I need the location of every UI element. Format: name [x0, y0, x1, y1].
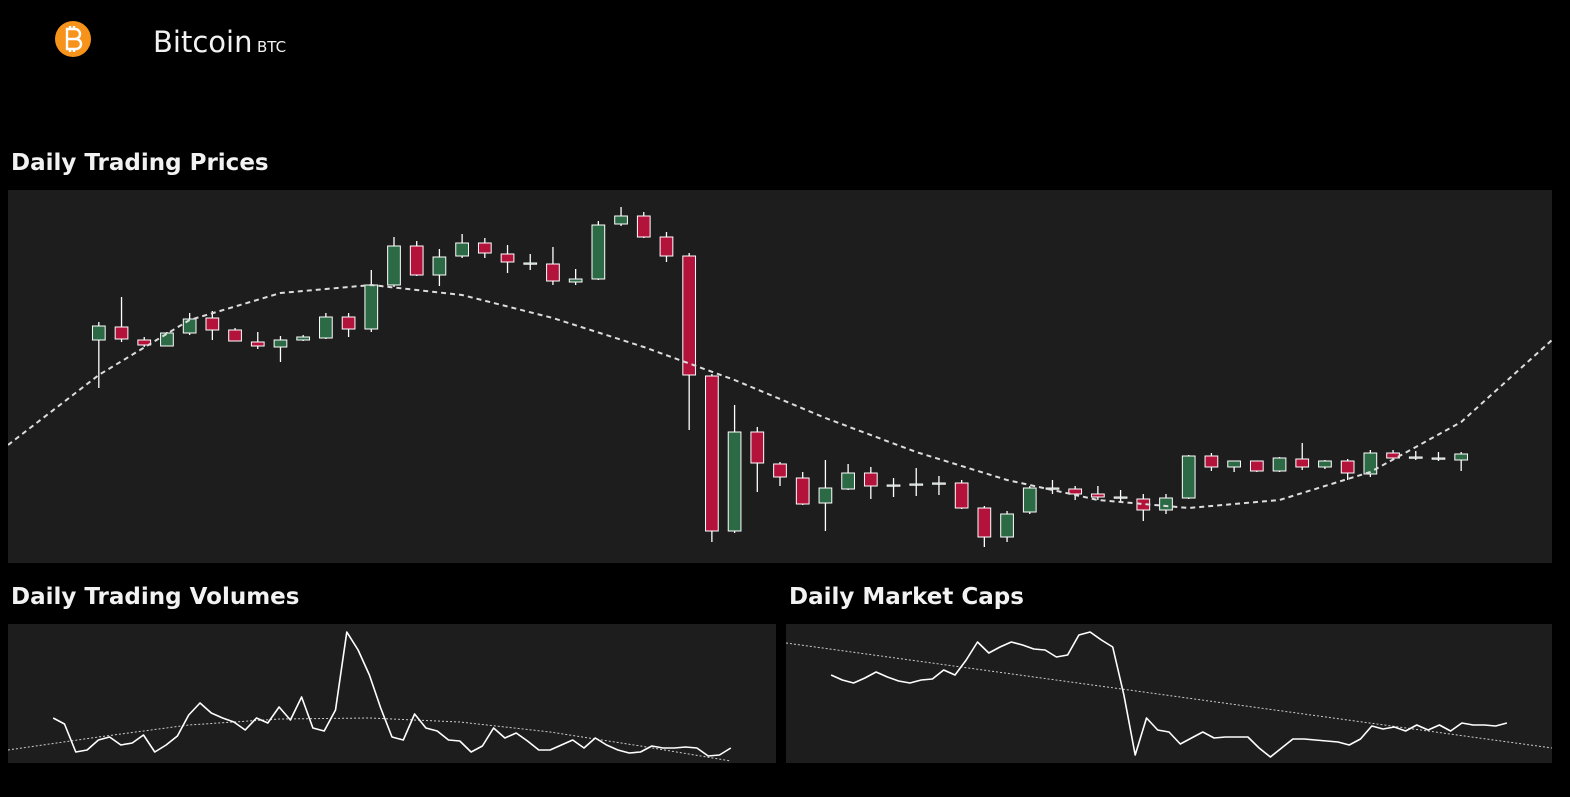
candle-body: [273, 339, 288, 348]
candle-body: [114, 326, 129, 340]
candle-body: [1181, 455, 1196, 499]
candle-body: [250, 341, 265, 347]
candle-body: [477, 242, 492, 254]
candle-body: [1249, 460, 1264, 472]
candle-body: [546, 263, 560, 282]
candle-body: [1022, 487, 1037, 513]
bitcoin-icon: [55, 21, 91, 57]
plot-panel: [8, 190, 1552, 563]
chart-line: Daily Market Caps: [786, 584, 1552, 763]
candle-body: [432, 256, 447, 276]
candle-body: [1318, 460, 1332, 468]
candle-body: [1454, 453, 1469, 461]
candle-body: [682, 255, 697, 376]
candle-body: [841, 472, 855, 490]
candle-body: [977, 507, 992, 538]
candle-body: [500, 253, 515, 263]
candle-body: [205, 317, 220, 331]
candle-body: [409, 245, 424, 276]
chart-line: Daily Trading Volumes: [8, 584, 776, 763]
candle-body: [909, 483, 924, 486]
candle-body: [1000, 513, 1014, 538]
candle-body: [1272, 457, 1287, 472]
candle-body: [659, 236, 674, 257]
coin-name: Bitcoin: [153, 25, 252, 59]
candle-body: [1295, 458, 1310, 468]
candle-body: [341, 316, 356, 330]
chart-title: Daily Market Caps: [789, 584, 1024, 610]
trend-line: [8, 283, 1552, 510]
plot-area: [786, 631, 1552, 758]
candle-body: [1363, 452, 1378, 475]
candle-body: [91, 325, 106, 341]
candle-body: [1113, 496, 1128, 499]
candle-body: [818, 487, 833, 504]
candle-body: [932, 482, 946, 485]
candle-body: [387, 245, 401, 286]
candle-body: [568, 278, 583, 283]
trend-line: [786, 642, 1552, 749]
candle-body: [523, 262, 538, 265]
candle-body: [750, 431, 765, 464]
plot-area: [8, 631, 732, 762]
candle-body: [773, 463, 787, 478]
candle-body: [1159, 497, 1173, 511]
candle-body: [296, 336, 311, 341]
candle-body: [1386, 452, 1400, 459]
icon-glyph: [65, 26, 83, 52]
candle-body: [795, 477, 810, 505]
candle-body: [863, 472, 878, 487]
series-line: [830, 631, 1508, 758]
candle-body: [1408, 456, 1423, 459]
plot-panel: [8, 624, 776, 763]
candle-body: [614, 215, 628, 225]
candle-body: [705, 375, 719, 532]
candle-body: [1091, 493, 1105, 498]
chart-candlestick: Daily Trading Prices: [8, 150, 1552, 563]
series-line: [52, 631, 732, 757]
chart-title: Daily Trading Volumes: [11, 584, 299, 610]
candle-body: [319, 316, 333, 339]
candle-body: [1227, 460, 1241, 468]
candle-body: [1340, 460, 1355, 474]
candle-body: [636, 215, 651, 238]
trend-line: [8, 717, 731, 762]
candle-body: [727, 431, 742, 532]
plot-panel: [786, 624, 1552, 763]
plot-area: [8, 207, 1552, 547]
candle-body: [591, 224, 606, 280]
candle-body: [228, 329, 242, 342]
candle-body: [160, 332, 174, 347]
candle-body: [886, 484, 901, 487]
candle-body: [1068, 488, 1083, 495]
candle-body: [1431, 457, 1446, 460]
candle-body: [364, 284, 379, 330]
chart-title: Daily Trading Prices: [11, 150, 269, 176]
coin-symbol: BTC: [257, 38, 286, 56]
candle-body: [455, 242, 469, 257]
candle-body: [1204, 455, 1219, 468]
candle-body: [954, 482, 969, 509]
